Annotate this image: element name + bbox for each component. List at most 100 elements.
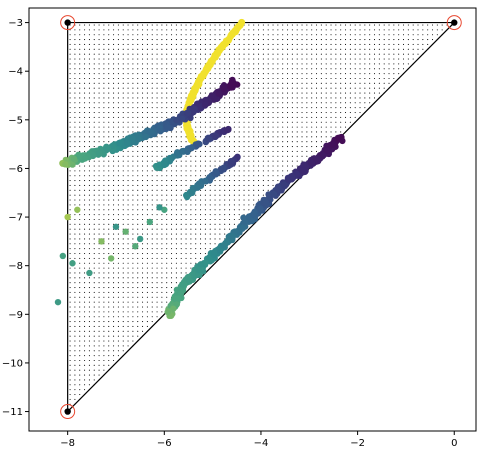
grid-dot (122, 252, 124, 255)
grid-dot (398, 63, 400, 65)
grid-dot (190, 257, 192, 259)
grid-dot (272, 39, 274, 41)
grid-dot (113, 345, 115, 347)
grid-dot (282, 58, 284, 60)
grid-dot (117, 121, 119, 123)
grid-dot (175, 107, 177, 109)
grid-dot (93, 257, 95, 259)
grid-dot (373, 87, 376, 89)
grid-dot (127, 248, 129, 250)
grid-dot (117, 350, 119, 352)
grid-dot (93, 194, 95, 196)
grid-dot (98, 218, 100, 221)
grid-dot (359, 53, 361, 55)
grid-dot (137, 107, 139, 109)
grid-dot (113, 180, 115, 182)
grid-dot (311, 136, 313, 138)
grid-dot (243, 73, 245, 75)
grid-dot (422, 34, 424, 36)
grid-dot (320, 48, 322, 50)
grid-dot (132, 262, 134, 264)
grid-dot (69, 389, 71, 391)
grid-dot (190, 223, 192, 225)
grid-dot (69, 111, 71, 114)
grid-dot (364, 97, 366, 99)
grid-dot (422, 43, 424, 46)
grid-dot (214, 204, 216, 206)
grid-dot (122, 272, 124, 274)
grid-dot (171, 29, 173, 31)
grid-dot (137, 252, 139, 255)
grid-dot (180, 97, 182, 99)
data-point (262, 199, 270, 206)
grid-dot (98, 228, 100, 230)
grid-dot (262, 150, 264, 152)
grid-dot (229, 141, 231, 143)
grid-dot (190, 155, 192, 157)
grid-dot (388, 77, 390, 80)
grid-dot (248, 141, 250, 143)
grid-dot (267, 150, 269, 152)
grid-dot (74, 97, 76, 99)
grid-dot (98, 209, 100, 211)
grid-dot (151, 184, 153, 187)
grid-dot (84, 175, 86, 177)
grid-dot (146, 170, 148, 172)
grid-dot (103, 257, 105, 259)
grid-dot (103, 111, 105, 114)
grid-dot (127, 189, 129, 191)
grid-dot (325, 131, 327, 133)
grid-dot (282, 121, 284, 123)
grid-dot (161, 39, 163, 41)
grid-dot (204, 155, 206, 157)
grid-dot (248, 170, 250, 172)
data-point (215, 90, 223, 97)
grid-dot (156, 257, 158, 259)
grid-dot (180, 131, 182, 133)
grid-dot (195, 252, 197, 255)
grid-dot (127, 325, 129, 328)
grid-dot (146, 194, 148, 196)
grid-dot (151, 170, 153, 172)
grid-dot (117, 58, 119, 60)
grid-dot (214, 218, 216, 221)
grid-dot (388, 43, 390, 46)
grid-dot (286, 136, 289, 138)
data-point (70, 155, 78, 162)
grid-dot (93, 107, 95, 109)
grid-dot (79, 73, 81, 75)
grid-dot (175, 73, 177, 75)
grid-dot (161, 170, 163, 172)
grid-dot (364, 87, 366, 89)
y-tick-label: −8 (8, 261, 23, 272)
grid-dot (248, 43, 250, 46)
grid-dot (296, 39, 298, 41)
grid-dot (74, 29, 76, 31)
grid-dot (69, 325, 71, 328)
grid-dot (151, 146, 153, 148)
grid-dot (103, 24, 105, 26)
grid-dot (431, 34, 434, 36)
grid-dot (132, 335, 134, 337)
grid-dot (180, 209, 182, 211)
grid-dot (69, 180, 71, 182)
grid-dot (340, 34, 342, 36)
grid-dot (93, 170, 95, 172)
grid-dot (296, 107, 298, 109)
grid-dot (88, 301, 90, 303)
grid-dot (383, 68, 385, 70)
grid-dot (291, 48, 293, 50)
grid-dot (359, 73, 361, 75)
grid-dot (354, 107, 356, 109)
grid-dot (320, 73, 322, 75)
grid-dot (238, 160, 240, 162)
grid-dot (156, 199, 158, 201)
grid-dot (113, 218, 115, 221)
grid-dot (132, 306, 134, 308)
grid-dot (286, 82, 289, 84)
grid-dot (253, 136, 255, 138)
grid-dot (146, 296, 148, 298)
grid-dot (233, 111, 235, 114)
grid-dot (364, 73, 366, 75)
grid-dot (137, 155, 139, 157)
